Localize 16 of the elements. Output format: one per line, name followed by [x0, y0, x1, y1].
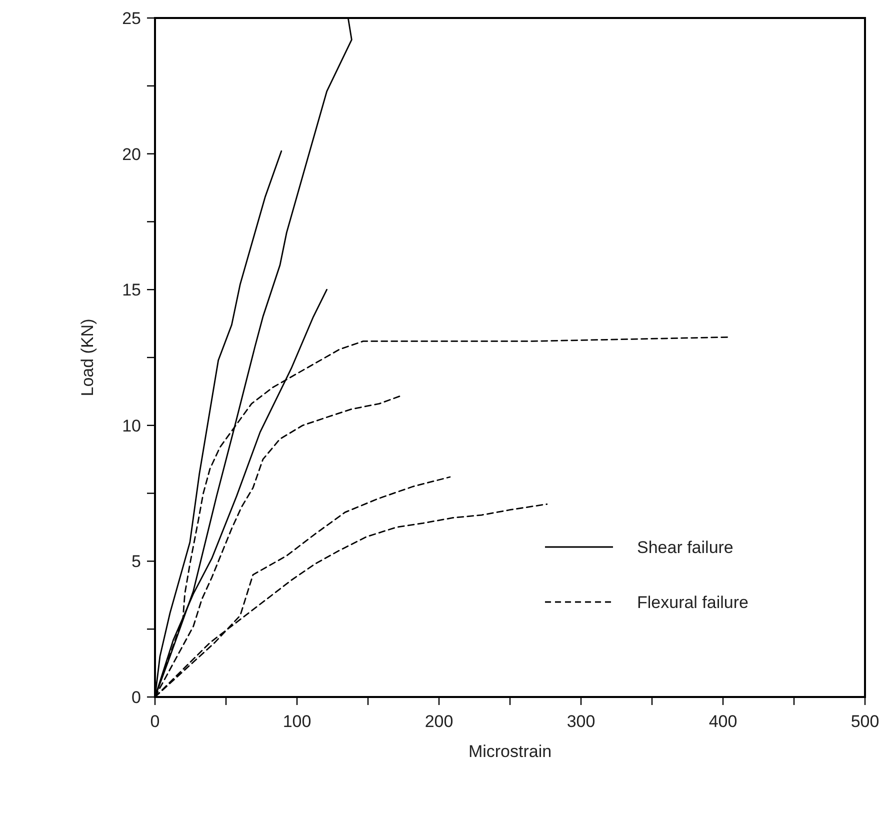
x-tick-label: 400	[708, 712, 738, 731]
y-tick-label: 0	[132, 688, 141, 707]
y-tick-label: 15	[122, 280, 141, 300]
x-tick-label: 200	[424, 712, 454, 731]
x-tick-label: 300	[566, 712, 596, 731]
y-tick-label: 10	[122, 416, 141, 436]
x-tick-label: 0	[150, 712, 160, 731]
x-tick-label: 100	[282, 712, 312, 731]
y-tick-label: 5	[132, 552, 141, 572]
y-tick-label: 25	[122, 8, 141, 28]
legend-label: Shear failure	[637, 538, 734, 557]
legend-label: Flexural failure	[637, 592, 748, 612]
x-axis-title: Microstrain	[468, 742, 552, 761]
x-tick-label: 500	[850, 712, 880, 731]
y-tick-label: 20	[122, 144, 141, 164]
y-axis-title: Load (KN)	[78, 318, 97, 396]
